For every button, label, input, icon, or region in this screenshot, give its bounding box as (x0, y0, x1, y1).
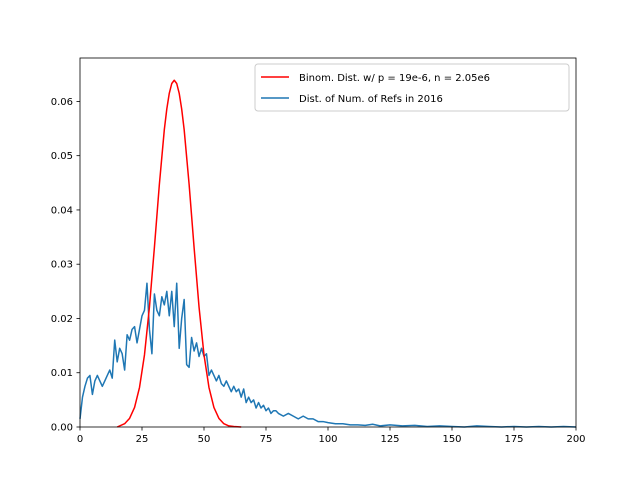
legend-box (254, 63, 570, 112)
x-tick-label: 200 (566, 434, 585, 445)
y-axis: 0.00 0.01 0.02 0.03 0.04 0.05 0.06 (51, 97, 80, 434)
plot-area (80, 58, 576, 427)
y-tick-label: 0.01 (51, 368, 73, 379)
series-layer (79, 79, 577, 428)
x-tick-label: 175 (504, 434, 523, 445)
series-line-binomial (116, 79, 242, 428)
y-tick-label: 0.02 (51, 314, 73, 325)
y-tick-label: 0.00 (51, 423, 73, 434)
series-line-refs-2016 (79, 282, 577, 428)
x-tick-label: 50 (198, 434, 211, 445)
x-tick-label: 0 (77, 434, 83, 445)
legend: Binom. Dist. w/ p = 19e-6, n = 2.05e6 Di… (254, 63, 570, 112)
legend-label-refs: Dist. of Num. of Refs in 2016 (299, 94, 443, 105)
x-tick-label: 125 (380, 434, 399, 445)
x-tick-label: 150 (442, 434, 461, 445)
legend-label-binomial: Binom. Dist. w/ p = 19e-6, n = 2.05e6 (299, 73, 490, 84)
y-tick-label: 0.03 (51, 260, 73, 271)
x-tick-label: 25 (136, 434, 149, 445)
x-tick-label: 75 (260, 434, 273, 445)
y-tick-label: 0.05 (51, 151, 73, 162)
y-tick-label: 0.06 (51, 97, 73, 108)
y-tick-label: 0.04 (51, 205, 73, 216)
x-tick-label: 100 (318, 434, 337, 445)
x-axis: 0 25 50 75 100 125 150 175 200 (77, 427, 586, 445)
